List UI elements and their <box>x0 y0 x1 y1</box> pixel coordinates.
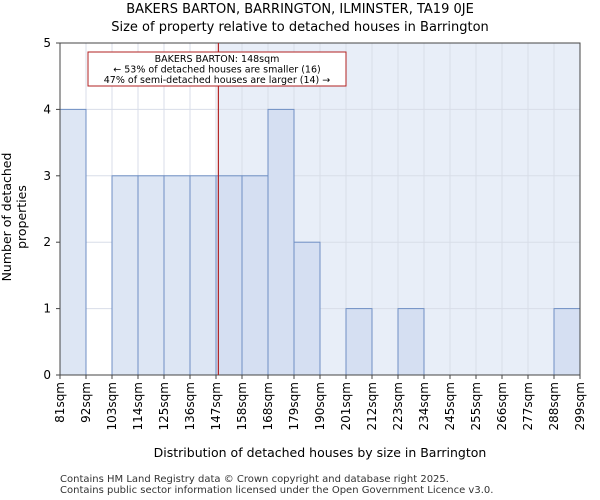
x-tick-label: 245sqm <box>443 382 457 430</box>
x-tick-label: 277sqm <box>521 382 535 430</box>
x-tick-label: 158sqm <box>235 382 249 430</box>
bar <box>111 175 139 376</box>
bar <box>293 241 321 376</box>
footer-line-1: Contains HM Land Registry data © Crown c… <box>60 474 449 485</box>
x-tick-label: 147sqm <box>209 382 223 430</box>
bar <box>137 175 165 376</box>
x-tick-label: 288sqm <box>547 382 561 430</box>
bar <box>553 308 581 376</box>
bar <box>241 175 269 376</box>
x-tick-label: 201sqm <box>339 382 353 430</box>
x-tick-label: 234sqm <box>417 382 431 430</box>
annotation-box <box>87 51 347 87</box>
x-tick-label: 103sqm <box>105 382 119 430</box>
chart-title: BAKERS BARTON, BARRINGTON, ILMINSTER, TA… <box>126 2 474 17</box>
x-tick-label: 190sqm <box>313 382 327 430</box>
bar <box>215 175 243 376</box>
x-tick-label: 81sqm <box>53 382 67 423</box>
bar <box>345 308 373 376</box>
annotation-line-1: BAKERS BARTON: 148sqm <box>155 54 280 65</box>
x-tick-label: 255sqm <box>469 382 483 430</box>
annotation-line-3: 47% of semi-detached houses are larger (… <box>104 75 331 86</box>
y-tick-label: 2 <box>43 235 51 249</box>
x-tick-label: 92sqm <box>79 382 93 423</box>
y-axis-label: Number of detached properties <box>0 152 29 282</box>
annotation-line-2: ← 53% of detached houses are smaller (16… <box>113 65 320 76</box>
chart-subtitle: Size of property relative to detached ho… <box>111 20 489 35</box>
x-tick-label: 179sqm <box>287 382 301 430</box>
x-tick-label: 266sqm <box>495 382 509 430</box>
y-tick-label: 0 <box>43 368 51 382</box>
x-tick-label: 212sqm <box>365 382 379 430</box>
x-tick-label: 136sqm <box>183 382 197 430</box>
bar <box>397 308 425 376</box>
x-tick-label: 223sqm <box>391 382 405 430</box>
y-tick-label: 5 <box>43 36 51 50</box>
bar <box>163 175 191 376</box>
y-tick-label: 4 <box>43 102 51 116</box>
x-axis-label: Distribution of detached houses by size … <box>153 445 487 460</box>
bar <box>189 175 217 376</box>
y-tick-label: 1 <box>43 302 51 316</box>
x-tick-label: 114sqm <box>131 382 145 430</box>
footer-line-2: Contains public sector information licen… <box>60 485 494 496</box>
bar <box>267 108 295 376</box>
x-tick-label: 299sqm <box>573 382 587 430</box>
bar <box>59 108 87 376</box>
x-tick-label: 168sqm <box>261 382 275 430</box>
y-tick-label: 3 <box>43 169 51 183</box>
x-tick-label: 125sqm <box>157 382 171 430</box>
